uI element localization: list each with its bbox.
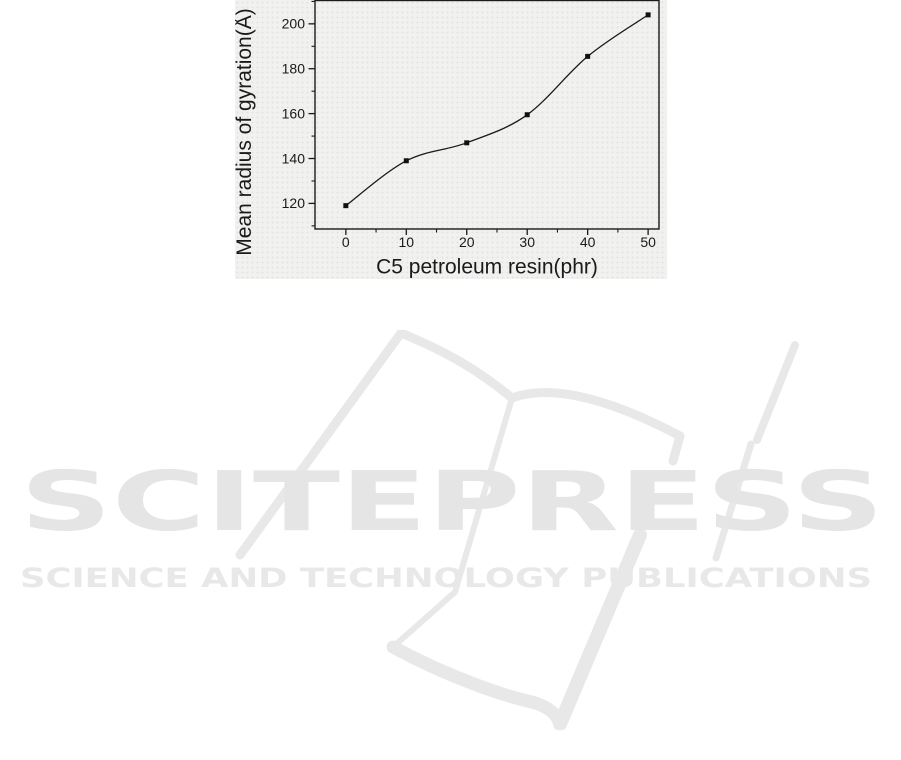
book-bottom-wave-path [386,640,567,730]
open-book-icon [235,330,799,730]
book-spine-path [553,528,647,730]
x-axis-tick-label: 0 [342,234,350,250]
data-point-marker [343,203,349,209]
watermark-tagline-text: SCIENCE AND TECHNOLOGY PUBLICATIONS [20,563,872,594]
x-axis-title: C5 petroleum resin(phr) [376,256,598,279]
plot-border [314,0,660,230]
y-axis-tick-label: 120 [282,195,306,211]
data-point-marker [403,158,409,164]
data-point-marker [585,53,591,59]
book-left-page-top-path [396,330,517,403]
book-gutter-path [390,395,515,650]
y-axis-tick-label: 200 [282,16,306,32]
x-axis-tick-label: 10 [399,234,415,250]
book-right-edge-upper-path [753,341,799,444]
chart-figure: 0 10 20 30 40 50 120 140 160 180 200 C5 petroleum r… [235,0,667,279]
y-axis-tick-label: 180 [282,61,306,77]
data-curve [345,14,649,207]
book-right-page-top-path [507,388,685,466]
x-axis-tick-label: 30 [519,234,535,250]
x-axis-tick-label: 40 [580,234,596,250]
book-right-edge-lower-path [712,440,755,562]
scitepress-watermark: SCITEPRESS SCIENCE AND TECHNOLOGY PUBLIC… [20,330,884,730]
data-point-marker [464,140,470,146]
data-point-marker [645,12,651,18]
y-axis-title: Mean radius of gyration(Å) [235,8,256,255]
y-axis-tick-label: 160 [282,105,306,121]
watermark-brand-text: SCITEPRESS [20,455,884,550]
x-axis-tick-label: 20 [459,234,475,250]
y-axis-tick-label: 140 [282,150,306,166]
book-left-cover-edge-path [235,330,406,560]
data-point-marker [524,112,530,118]
x-axis-tick-label: 50 [640,234,656,250]
radius-gyration-chart: 0 10 20 30 40 50 120 140 160 180 200 C5 petroleum r… [235,0,660,279]
